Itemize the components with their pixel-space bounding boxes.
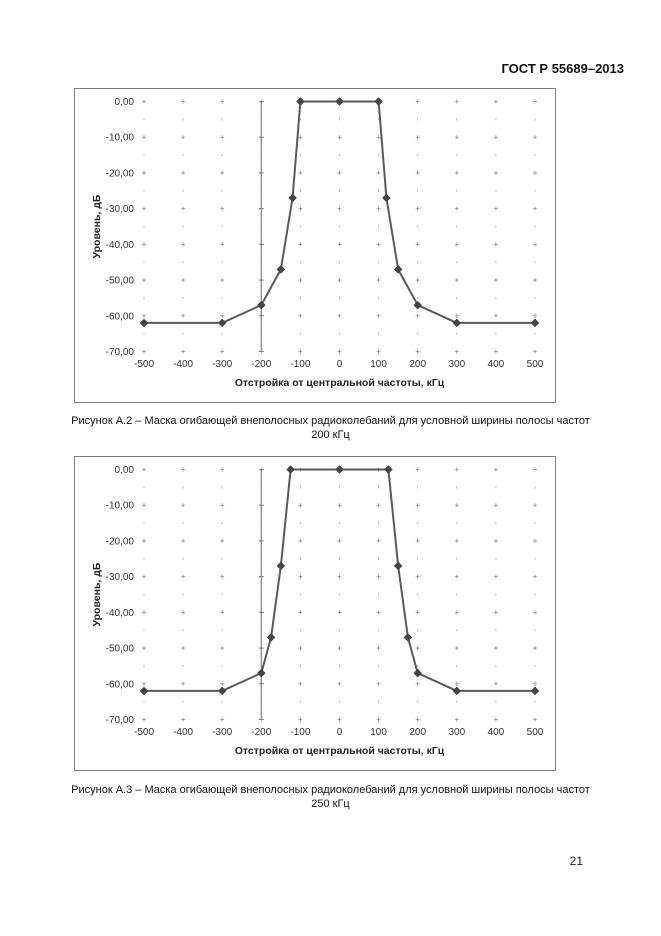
svg-text:-50,00: -50,00 [106, 644, 135, 655]
svg-text:-200: -200 [251, 359, 271, 370]
x-axis-title: Отстройка от центральной частоты, кГц [235, 377, 445, 389]
svg-text:-400: -400 [173, 727, 193, 738]
svg-text:-20,00: -20,00 [106, 536, 135, 547]
svg-text:-200: -200 [251, 727, 271, 738]
svg-text:400: 400 [488, 727, 505, 738]
chart-250khz-box: 0,00 -10,00 -20,00 -30,00 -40,00 -50,00 -60,00… [74, 456, 556, 771]
chart-250khz-canvas: 0,00 -10,00 -20,00 -30,00 -40,00 -50,00 -60,00… [91, 465, 544, 757]
svg-text:-500: -500 [134, 727, 154, 738]
figure-a3-caption-line1: Рисунок А.3 – Маска огибающей внеполосны… [71, 784, 590, 796]
svg-text:100: 100 [370, 359, 387, 370]
svg-text:-40,00: -40,00 [106, 240, 135, 251]
figure-a3-caption: Рисунок А.3 – Маска огибающей внеполосны… [30, 783, 631, 811]
figure-a2-caption-line1: Рисунок А.2 – Маска огибающей внеполосны… [71, 415, 590, 427]
series-markers [139, 97, 540, 328]
svg-text:0,00: 0,00 [115, 97, 135, 108]
svg-text:-70,00: -70,00 [106, 715, 135, 726]
figure-a3-caption-line2: 250 кГц [311, 798, 350, 810]
svg-text:-10,00: -10,00 [106, 133, 135, 144]
series-line [144, 468, 535, 692]
grid [142, 99, 537, 354]
svg-text:-400: -400 [173, 359, 193, 370]
svg-text:0: 0 [337, 359, 343, 370]
grid [142, 467, 537, 722]
svg-text:0,00: 0,00 [115, 465, 135, 476]
svg-text:300: 300 [448, 359, 465, 370]
svg-text:-30,00: -30,00 [106, 572, 135, 583]
svg-text:-300: -300 [212, 359, 232, 370]
svg-text:500: 500 [527, 359, 544, 370]
series-line [144, 100, 535, 324]
y-tick-labels: 0,00 -10,00 -20,00 -30,00 -40,00 -50,00 -60,00… [106, 97, 135, 358]
y-tick-labels: 0,00 -10,00 -20,00 -30,00 -40,00 -50,00 -60,00… [106, 465, 135, 726]
svg-text:-500: -500 [134, 359, 154, 370]
x-tick-labels: -500 -400 -300 -200 -100 0 100 200 300 400 500 [134, 727, 544, 738]
svg-text:-10,00: -10,00 [106, 501, 135, 512]
value-axis [258, 469, 264, 720]
svg-text:-40,00: -40,00 [106, 608, 135, 619]
svg-text:500: 500 [527, 727, 544, 738]
svg-text:400: 400 [488, 359, 505, 370]
document-header: ГОСТ Р 55689–2013 [501, 61, 624, 76]
svg-text:0: 0 [337, 727, 343, 738]
svg-text:-50,00: -50,00 [106, 276, 135, 287]
svg-text:-70,00: -70,00 [106, 347, 135, 358]
y-axis-title: Уровень, дБ [91, 194, 103, 258]
svg-text:-100: -100 [290, 359, 310, 370]
y-axis-title: Уровень, дБ [91, 562, 103, 626]
page-number: 21 [569, 854, 583, 868]
x-axis-title: Отстройка от центральной частоты, кГц [235, 745, 445, 757]
svg-text:300: 300 [448, 727, 465, 738]
x-tick-labels: -500 -400 -300 -200 -100 0 100 200 300 400 500 [134, 359, 544, 370]
svg-text:-30,00: -30,00 [106, 204, 135, 215]
figure-a2-caption-line2: 200 кГц [311, 429, 350, 441]
svg-text:-60,00: -60,00 [106, 679, 135, 690]
svg-text:100: 100 [370, 727, 387, 738]
chart-200khz-canvas: 0,00 -10,00 -20,00 -30,00 -40,00 -50,00 -60,00… [91, 97, 544, 389]
svg-text:-20,00: -20,00 [106, 168, 135, 179]
chart-200khz-box: 0,00 -10,00 -20,00 -30,00 -40,00 -50,00 -60,00… [74, 88, 556, 403]
svg-text:-100: -100 [290, 727, 310, 738]
svg-text:-60,00: -60,00 [106, 311, 135, 322]
value-axis [258, 101, 264, 352]
figure-a2-caption: Рисунок А.2 – Маска огибающей внеполосны… [30, 414, 631, 442]
series-markers [139, 465, 540, 696]
svg-text:-300: -300 [212, 727, 232, 738]
svg-text:200: 200 [409, 727, 426, 738]
svg-text:200: 200 [409, 359, 426, 370]
